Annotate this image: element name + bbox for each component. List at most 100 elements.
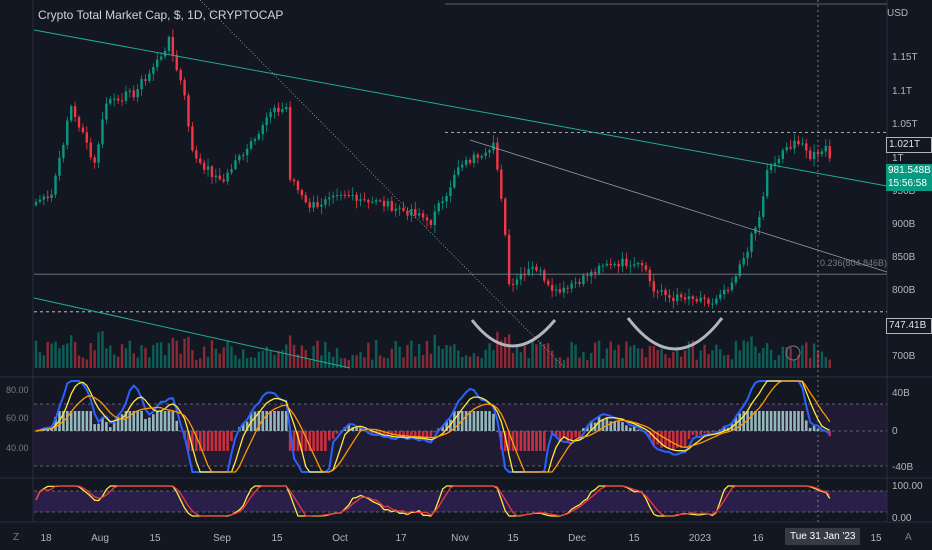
time-axis-label: Oct <box>332 533 348 544</box>
candle-body <box>805 143 808 151</box>
osc2-red-line <box>35 485 831 517</box>
volume-bar <box>816 350 820 368</box>
osc1-histogram-bar <box>750 411 753 431</box>
osc1-histogram-bar <box>586 426 589 431</box>
volume-bar <box>394 341 397 368</box>
osc1-histogram-bar <box>152 414 155 431</box>
candle-body <box>116 98 120 101</box>
zoom-button[interactable]: Z <box>13 532 20 543</box>
candle-body <box>550 284 554 291</box>
osc1-histogram-bar <box>503 431 507 451</box>
candle-body <box>449 187 452 197</box>
candle-body <box>742 258 745 265</box>
osc1-histogram-bar <box>597 416 601 431</box>
volume-bar <box>433 334 437 368</box>
volume-bar <box>672 351 675 368</box>
currency-label[interactable]: USD <box>887 8 909 19</box>
volume-bar <box>105 348 108 368</box>
volume-bar <box>285 344 288 368</box>
candle-body <box>66 120 69 145</box>
osc1-histogram-bar <box>77 411 81 431</box>
volume-bar <box>328 351 331 368</box>
volume-bar <box>468 356 472 368</box>
osc1-histogram-bar <box>785 411 789 431</box>
candle-body <box>664 290 667 296</box>
osc1-histogram-bar <box>261 411 265 431</box>
volume-bar <box>171 337 175 368</box>
candle-body <box>531 266 534 269</box>
candle-body <box>183 80 186 96</box>
osc1-histogram-bar <box>570 431 573 440</box>
candle-body <box>460 164 464 168</box>
volume-bar <box>269 350 272 368</box>
osc1-histogram-bar <box>281 411 284 431</box>
volume-bar <box>417 344 421 368</box>
volume-bar <box>476 356 480 368</box>
candle-body <box>69 106 73 121</box>
candle-body <box>421 213 425 218</box>
candle-body <box>417 213 421 216</box>
osc1-histogram-bar <box>554 431 558 437</box>
candle-body <box>101 119 104 145</box>
candle-body <box>562 287 566 293</box>
osc1-histogram-bar <box>621 422 624 431</box>
volume-bar <box>50 343 53 368</box>
candle-body <box>265 117 268 126</box>
volume-bar <box>38 352 42 368</box>
candle-body <box>152 67 155 74</box>
candle-body <box>343 194 347 196</box>
volume-bar <box>539 341 542 368</box>
osc1-right-label: 0 <box>892 426 898 437</box>
fib-label: 0.236(804.846B) <box>820 258 887 268</box>
candle-body <box>652 281 655 292</box>
osc1-histogram-bar <box>629 427 632 431</box>
volume-bar <box>132 353 135 368</box>
candle-body <box>54 175 57 195</box>
osc1-histogram-bar <box>699 431 702 435</box>
volume-bar <box>406 344 409 368</box>
volume-bar <box>304 350 307 368</box>
osc1-histogram-bar <box>625 425 628 431</box>
volume-bar <box>58 348 61 368</box>
osc1-histogram-bar <box>672 431 675 451</box>
candle-body <box>773 163 777 166</box>
candle-body <box>402 207 405 211</box>
volume-bar <box>101 331 104 368</box>
candle-body <box>601 265 605 267</box>
candle-body <box>781 150 785 159</box>
candle-body <box>672 297 675 302</box>
osc1-histogram-bar <box>652 431 656 446</box>
osc1-histogram-bar <box>804 420 808 431</box>
volume-bar <box>288 335 292 368</box>
volume-bar <box>140 345 143 368</box>
volume-bar <box>586 359 589 368</box>
osc1-histogram-bar <box>754 411 757 431</box>
candle-body <box>543 270 546 281</box>
candle-body <box>617 263 620 267</box>
osc1-histogram-bar <box>54 416 57 431</box>
auto-scale-button[interactable]: A <box>905 532 912 543</box>
volume-bar <box>89 343 92 368</box>
osc1-histogram-bar <box>214 431 218 451</box>
osc1-histogram-bar <box>410 431 413 435</box>
volume-bar <box>683 350 687 368</box>
candle-body <box>636 263 640 265</box>
osc1-histogram-bar <box>468 411 472 431</box>
candle-body <box>429 220 433 226</box>
candle-body <box>793 140 796 149</box>
volume-bar <box>472 353 476 368</box>
crosshair-date-tag: Tue 31 Jan '23 <box>785 528 861 545</box>
volume-bar <box>793 359 796 368</box>
volume-bar <box>66 343 69 368</box>
volume-bar <box>746 341 749 368</box>
candle-body <box>668 295 671 298</box>
candle-body <box>386 201 390 207</box>
osc1-histogram-bar <box>300 431 304 451</box>
candle-body <box>660 290 663 292</box>
volume-bar <box>562 359 566 368</box>
osc1-histogram-bar <box>582 428 585 431</box>
volume-bar <box>801 345 804 368</box>
osc1-histogram-bar <box>562 431 566 438</box>
time-axis-label: 2023 <box>689 533 712 544</box>
